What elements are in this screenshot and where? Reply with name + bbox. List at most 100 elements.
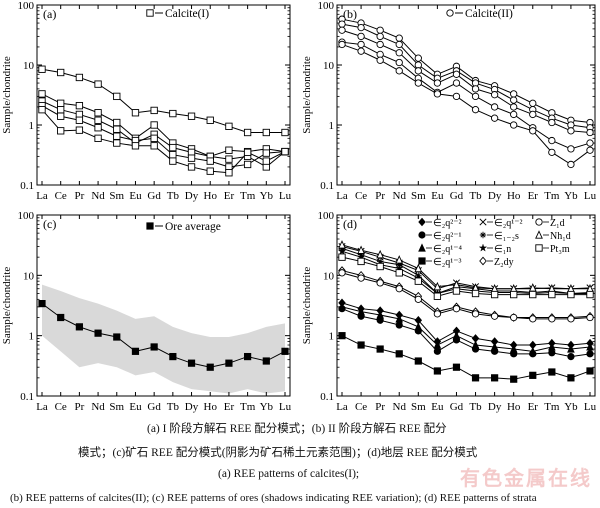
data-point	[433, 281, 442, 291]
data-point	[433, 367, 441, 375]
data-point	[548, 342, 556, 351]
data-point	[395, 49, 403, 57]
legend-label: Calcite(II)	[465, 8, 513, 20]
data-point	[75, 323, 83, 331]
data-point	[113, 92, 121, 101]
series-2	[338, 20, 594, 132]
data-point	[471, 340, 480, 349]
legend-marker	[535, 230, 543, 239]
data-point	[529, 127, 537, 135]
data-point	[452, 92, 461, 101]
legend-marker	[478, 243, 488, 252]
x-tick-label: Eu	[129, 190, 142, 202]
data-point	[395, 67, 403, 75]
legend-marker	[418, 243, 426, 252]
data-point	[131, 347, 140, 355]
legend-label: ∈₂q¹⁻²	[494, 218, 522, 229]
data-point	[376, 32, 384, 41]
data-point	[225, 359, 233, 367]
data-point	[548, 118, 556, 127]
legend-label: Z₂dy	[494, 257, 514, 268]
ree-variation-band	[42, 284, 285, 394]
data-point	[169, 352, 177, 361]
legend-marker	[479, 256, 487, 266]
data-point	[338, 26, 346, 34]
data-point	[244, 352, 252, 361]
legend-marker	[146, 222, 154, 230]
panel-c: 100 10 1 0.1 Sample/chondrite La Ce Pr Nd Sm Eu Gd T…	[1, 210, 292, 413]
data-point	[471, 310, 480, 318]
legend-marker	[146, 9, 154, 17]
x-tick-label: Tm	[240, 401, 256, 413]
y-tick-label: 0.1	[20, 180, 34, 192]
data-point	[225, 122, 233, 130]
series-line	[341, 306, 591, 352]
legend-label: Calcite(I)	[165, 8, 209, 20]
data-point	[150, 134, 158, 142]
data-point	[414, 295, 422, 303]
data-point	[395, 285, 403, 293]
caption-cn-line1: (a) I 阶段方解石 REE 配分模式；(b) II 阶段方解石 REE 配分	[147, 423, 447, 435]
x-tick-label: Lu	[584, 401, 597, 413]
series-4	[38, 102, 289, 171]
data-point	[395, 350, 403, 358]
data-point	[337, 246, 347, 255]
x-tick-label: Pr	[74, 401, 84, 413]
series-1	[338, 15, 594, 127]
series-line	[341, 244, 590, 290]
data-point	[395, 255, 404, 264]
y-tick-label: 10	[23, 60, 35, 72]
data-point	[281, 147, 289, 156]
data-point	[376, 249, 385, 259]
legend-label: ∈₁₋₂s	[494, 231, 519, 242]
data-point	[150, 121, 158, 129]
data-point	[338, 253, 346, 261]
x-tick-label: Lu	[279, 401, 292, 413]
data-point	[38, 90, 46, 98]
series-3	[338, 302, 594, 355]
data-point	[433, 90, 442, 98]
data-point	[510, 90, 518, 98]
panel-label: (c)	[43, 217, 56, 231]
legend: Calcite(I)	[146, 8, 209, 20]
y-tick-label: 0.1	[320, 180, 334, 192]
data-point	[529, 315, 537, 323]
y-axis-label: Sample/chondrite	[301, 56, 313, 134]
ree-figure: 100 10 1 0.1 Sample/chondrite La Ce Pr Nd Sm Eu Gd T…	[1, 0, 597, 413]
plot-frame	[36, 214, 291, 397]
x-tick-label: Tb	[167, 401, 180, 413]
y-tick-label: 100	[18, 210, 35, 222]
x-tick-label: La	[336, 401, 348, 413]
data-point	[395, 58, 403, 67]
data-point	[510, 103, 518, 111]
data-point	[94, 329, 102, 337]
data-point	[38, 300, 46, 308]
data-point	[376, 40, 384, 49]
data-point	[75, 126, 84, 134]
x-tick-label: Er	[528, 190, 539, 202]
data-point	[471, 85, 480, 93]
x-tick-label: Gd	[450, 190, 464, 202]
data-point	[490, 91, 499, 99]
x-tick-label: Ho	[507, 190, 521, 202]
data-point	[471, 92, 480, 101]
data-point	[206, 116, 214, 124]
legend-label: ∈₁n	[494, 244, 511, 255]
x-tick-label: Eu	[129, 401, 142, 413]
x-tick-label: Sm	[411, 190, 426, 202]
data-point	[567, 374, 575, 382]
watermark: 有色金属在线	[460, 466, 592, 490]
x-tick-label: La	[336, 190, 348, 202]
panel-label: (a)	[43, 7, 56, 21]
data-point	[471, 374, 480, 382]
data-point	[262, 149, 270, 157]
x-tick-label: Pr	[375, 190, 385, 202]
x-tick-label: Lu	[584, 190, 597, 202]
data-point	[433, 347, 441, 355]
series-11	[338, 253, 594, 300]
x-tick-label: Gd	[450, 401, 464, 413]
data-point	[490, 114, 499, 122]
y-tick-label: 100	[318, 0, 335, 12]
data-point	[567, 160, 575, 169]
data-point	[510, 313, 518, 322]
